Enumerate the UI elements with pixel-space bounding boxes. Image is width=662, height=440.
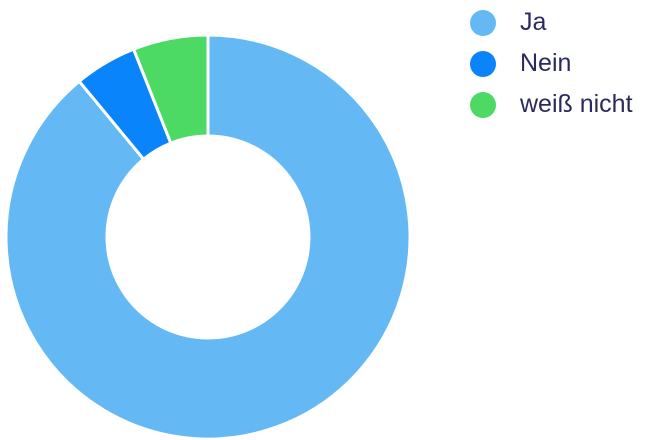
legend-item-weiss-nicht[interactable]: weiß nicht bbox=[470, 84, 633, 125]
legend-swatch-nein bbox=[470, 50, 496, 77]
legend-swatch-weiss-nicht bbox=[470, 91, 496, 118]
donut-slices bbox=[4, 33, 412, 440]
legend-label-weiss-nicht: weiß nicht bbox=[520, 90, 633, 118]
legend-item-ja[interactable]: Ja bbox=[470, 2, 633, 43]
slice-ja[interactable] bbox=[4, 33, 412, 440]
slice-weiss-nicht[interactable] bbox=[132, 33, 210, 145]
legend-label-nein: Nein bbox=[520, 49, 572, 77]
legend-label-ja: Ja bbox=[520, 8, 547, 36]
legend-swatch-ja bbox=[470, 9, 496, 36]
legend: Ja Nein weiß nicht bbox=[470, 2, 633, 125]
legend-item-nein[interactable]: Nein bbox=[470, 43, 633, 84]
